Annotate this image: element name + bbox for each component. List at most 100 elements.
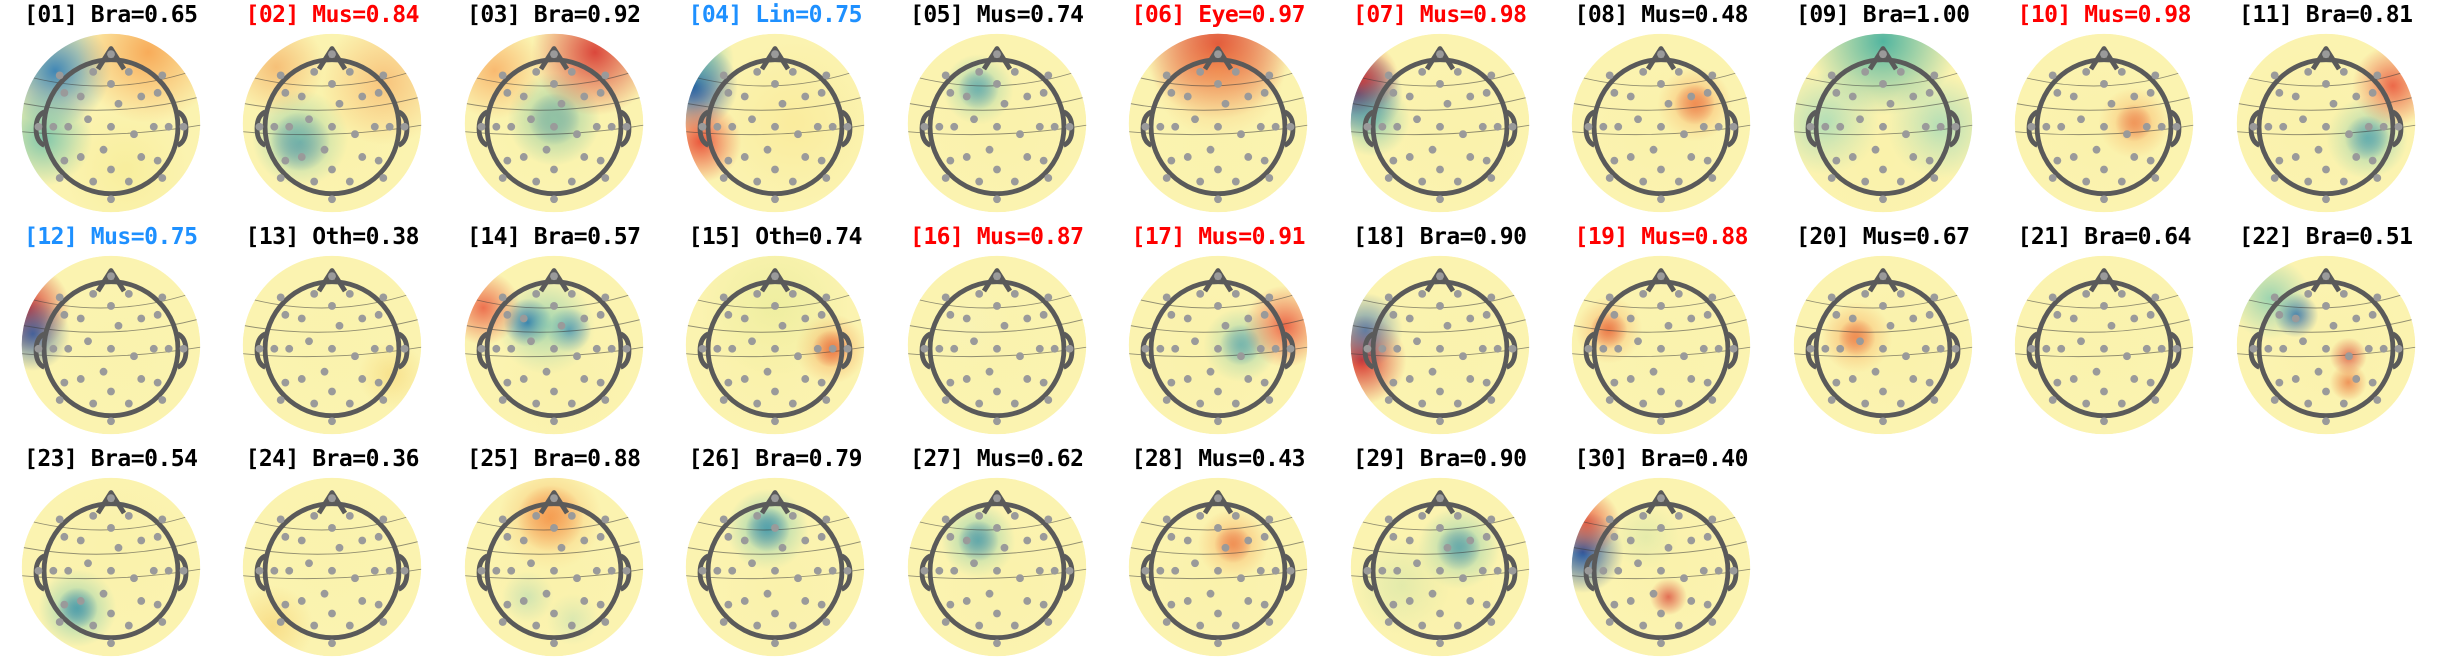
sensor-markers: [34, 272, 188, 426]
component-cell[interactable]: [13] Oth=0.38: [222, 222, 444, 444]
component-cell[interactable]: [21] Bra=0.64: [1994, 222, 2216, 444]
component-label: [04] Lin=0.75: [688, 2, 862, 28]
topomap-container[interactable]: [904, 252, 1090, 438]
topomap-scalp-plot: [2236, 255, 2416, 435]
topomap-container[interactable]: [1347, 474, 1533, 660]
component-cell[interactable]: [06] Eye=0.97: [1108, 0, 1330, 222]
topomap-scalp-plot: [685, 33, 865, 213]
component-cell[interactable]: [22] Bra=0.51: [2215, 222, 2437, 444]
topomap-container[interactable]: [1347, 252, 1533, 438]
topomap-container[interactable]: [239, 30, 425, 216]
topomap-scalp-plot: [907, 255, 1087, 435]
component-label: [07] Mus=0.98: [1352, 2, 1527, 28]
component-label: [06] Eye=0.97: [1131, 2, 1305, 28]
topomap-container[interactable]: [2011, 30, 2197, 216]
topomap-scalp-plot: [685, 255, 865, 435]
component-cell[interactable]: [01] Bra=0.65: [0, 0, 222, 222]
sensor-markers: [1584, 272, 1738, 426]
component-cell[interactable]: [18] Bra=0.90: [1329, 222, 1551, 444]
topomap-container[interactable]: [682, 252, 868, 438]
component-cell[interactable]: [15] Oth=0.74: [665, 222, 887, 444]
sensor-markers: [1141, 50, 1295, 204]
component-label: [29] Bra=0.90: [1352, 446, 1527, 472]
component-cell[interactable]: [16] Mus=0.87: [886, 222, 1108, 444]
component-cell[interactable]: [08] Mus=0.48: [1551, 0, 1773, 222]
component-cell[interactable]: [20] Mus=0.67: [1772, 222, 1994, 444]
component-cell[interactable]: [25] Bra=0.88: [443, 444, 665, 666]
topomap-container[interactable]: [18, 30, 204, 216]
component-cell[interactable]: [10] Mus=0.98: [1994, 0, 2216, 222]
topomap-container[interactable]: [1790, 252, 1976, 438]
topomap-container[interactable]: [18, 474, 204, 660]
component-label: [19] Mus=0.88: [1574, 224, 1748, 250]
topomap-scalp-plot: [1350, 255, 1530, 435]
component-cell[interactable]: [05] Mus=0.74: [886, 0, 1108, 222]
component-cell[interactable]: [11] Bra=0.81: [2215, 0, 2437, 222]
topomap-container[interactable]: [239, 474, 425, 660]
topomap-container[interactable]: [1125, 252, 1311, 438]
sensor-markers: [1806, 272, 1960, 426]
component-cell[interactable]: [27] Mus=0.62: [886, 444, 1108, 666]
component-cell[interactable]: [28] Mus=0.43: [1108, 444, 1330, 666]
topomap-container[interactable]: [1568, 474, 1754, 660]
component-cell[interactable]: [26] Bra=0.79: [665, 444, 887, 666]
component-cell[interactable]: [19] Mus=0.88: [1551, 222, 1773, 444]
topomap-container[interactable]: [2011, 252, 2197, 438]
component-cell[interactable]: [24] Bra=0.36: [222, 444, 444, 666]
component-label: [08] Mus=0.48: [1574, 2, 1748, 28]
topomap-scalp-plot: [1128, 255, 1308, 435]
component-cell[interactable]: [17] Mus=0.91: [1108, 222, 1330, 444]
sensor-markers: [34, 494, 188, 648]
sensor-markers: [920, 272, 1074, 426]
component-cell[interactable]: [14] Bra=0.57: [443, 222, 665, 444]
sensor-markers: [1141, 272, 1295, 426]
topomap-scalp-plot: [2014, 255, 2194, 435]
topomap-container[interactable]: [1568, 30, 1754, 216]
topomap-container[interactable]: [1125, 474, 1311, 660]
topomap-container[interactable]: [461, 252, 647, 438]
component-label: [16] Mus=0.87: [909, 224, 1084, 250]
topomap-container[interactable]: [239, 252, 425, 438]
topomap-container[interactable]: [461, 30, 647, 216]
topomap-container[interactable]: [18, 252, 204, 438]
component-cell[interactable]: [07] Mus=0.98: [1329, 0, 1551, 222]
component-cell[interactable]: [23] Bra=0.54: [0, 444, 222, 666]
topomap-container[interactable]: [682, 30, 868, 216]
sensor-markers: [477, 494, 631, 648]
topomap-container[interactable]: [2233, 30, 2419, 216]
topomap-container[interactable]: [2233, 252, 2419, 438]
topomap-scalp-plot: [21, 255, 201, 435]
sensor-markers: [477, 272, 631, 426]
scalp-field: [464, 33, 644, 213]
component-cell[interactable]: [04] Lin=0.75: [665, 0, 887, 222]
topomap-container[interactable]: [904, 30, 1090, 216]
topomap-container[interactable]: [1125, 30, 1311, 216]
component-label: [11] Bra=0.81: [2238, 2, 2413, 28]
topomap-scalp-plot: [21, 33, 201, 213]
sensor-markers: [2249, 50, 2403, 204]
component-label: [23] Bra=0.54: [23, 446, 198, 472]
component-cell[interactable]: [02] Mus=0.84: [222, 0, 444, 222]
component-label: [22] Bra=0.51: [2238, 224, 2413, 250]
component-cell[interactable]: [29] Bra=0.90: [1329, 444, 1551, 666]
topomap-container[interactable]: [682, 474, 868, 660]
component-label: [30] Bra=0.40: [1574, 446, 1748, 472]
sensor-markers: [2249, 272, 2403, 426]
component-cell[interactable]: [12] Mus=0.75: [0, 222, 222, 444]
topomap-container[interactable]: [1568, 252, 1754, 438]
topomap-scalp-plot: [1571, 33, 1751, 213]
component-cell[interactable]: [09] Bra=1.00: [1772, 0, 1994, 222]
topomap-container[interactable]: [1790, 30, 1976, 216]
component-cell[interactable]: [03] Bra=0.92: [443, 0, 665, 222]
topomap-scalp-plot: [242, 33, 422, 213]
topomap-container[interactable]: [461, 474, 647, 660]
topomap-scalp-plot: [464, 477, 644, 657]
topomap-scalp-plot: [907, 477, 1087, 657]
topomap-scalp-plot: [1350, 477, 1530, 657]
topomap-container[interactable]: [1347, 30, 1533, 216]
topomap-container[interactable]: [904, 474, 1090, 660]
component-cell[interactable]: [30] Bra=0.40: [1551, 444, 1773, 666]
sensor-markers: [1584, 494, 1738, 648]
topomap-scalp-plot: [685, 477, 865, 657]
component-label: [17] Mus=0.91: [1131, 224, 1305, 250]
